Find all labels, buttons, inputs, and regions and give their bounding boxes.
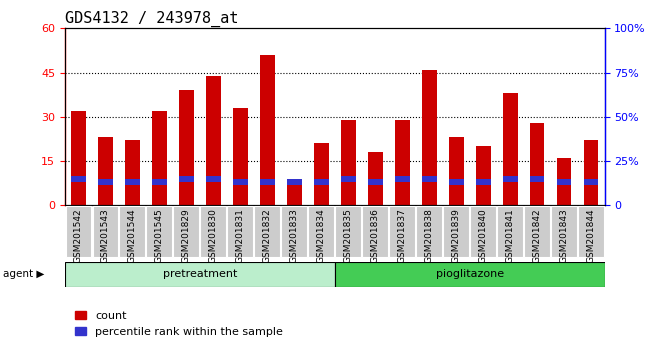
FancyBboxPatch shape xyxy=(551,206,577,257)
Bar xyxy=(98,137,113,205)
Bar xyxy=(287,179,302,185)
Bar xyxy=(206,75,221,205)
Text: GSM201543: GSM201543 xyxy=(101,208,110,263)
Text: GSM201840: GSM201840 xyxy=(478,208,488,263)
FancyBboxPatch shape xyxy=(254,206,280,257)
Text: GSM201834: GSM201834 xyxy=(317,208,326,263)
FancyBboxPatch shape xyxy=(120,206,146,257)
Text: GSM201844: GSM201844 xyxy=(586,208,595,263)
FancyBboxPatch shape xyxy=(362,206,388,257)
Bar xyxy=(152,111,167,205)
Text: GSM201542: GSM201542 xyxy=(74,208,83,263)
FancyBboxPatch shape xyxy=(497,206,523,257)
FancyBboxPatch shape xyxy=(470,206,496,257)
Text: agent ▶: agent ▶ xyxy=(3,269,45,279)
Text: GSM201831: GSM201831 xyxy=(236,208,245,263)
Bar xyxy=(152,179,167,185)
FancyBboxPatch shape xyxy=(227,206,254,257)
Text: GDS4132 / 243978_at: GDS4132 / 243978_at xyxy=(65,11,239,27)
Bar xyxy=(584,179,599,185)
Bar xyxy=(341,176,356,182)
FancyBboxPatch shape xyxy=(174,206,200,257)
Bar xyxy=(448,137,463,205)
Text: GSM201829: GSM201829 xyxy=(182,208,191,263)
Bar xyxy=(368,152,383,205)
Text: GSM201841: GSM201841 xyxy=(506,208,515,263)
Bar xyxy=(476,146,491,205)
Bar xyxy=(422,176,437,182)
Bar xyxy=(98,179,113,185)
Bar xyxy=(395,176,410,182)
Text: GSM201832: GSM201832 xyxy=(263,208,272,263)
FancyBboxPatch shape xyxy=(200,206,226,257)
FancyBboxPatch shape xyxy=(66,206,92,257)
Bar xyxy=(448,179,463,185)
Text: GSM201839: GSM201839 xyxy=(452,208,461,263)
Text: GSM201837: GSM201837 xyxy=(398,208,407,263)
Bar xyxy=(65,262,335,287)
Bar xyxy=(314,179,329,185)
Bar xyxy=(476,179,491,185)
Bar xyxy=(125,179,140,185)
Bar xyxy=(530,176,545,182)
Text: pretreatment: pretreatment xyxy=(162,269,237,279)
Bar xyxy=(179,90,194,205)
FancyBboxPatch shape xyxy=(524,206,550,257)
Bar xyxy=(233,179,248,185)
Bar xyxy=(179,176,194,182)
Bar xyxy=(206,176,221,182)
FancyBboxPatch shape xyxy=(281,206,307,257)
Text: GSM201835: GSM201835 xyxy=(344,208,353,263)
FancyBboxPatch shape xyxy=(578,206,604,257)
Bar xyxy=(260,55,275,205)
FancyBboxPatch shape xyxy=(389,206,415,257)
Bar xyxy=(287,182,302,205)
Bar xyxy=(556,179,571,185)
Bar xyxy=(335,262,604,287)
Bar xyxy=(584,141,599,205)
Bar xyxy=(341,120,356,205)
Bar xyxy=(422,70,437,205)
Bar xyxy=(260,179,275,185)
FancyBboxPatch shape xyxy=(416,206,442,257)
Bar xyxy=(368,179,383,185)
Text: GSM201843: GSM201843 xyxy=(560,208,569,263)
Bar xyxy=(530,123,545,205)
Text: GSM201836: GSM201836 xyxy=(370,208,380,263)
Text: GSM201545: GSM201545 xyxy=(155,208,164,263)
Bar xyxy=(314,143,329,205)
Bar xyxy=(233,108,248,205)
Text: pioglitazone: pioglitazone xyxy=(436,269,504,279)
Legend: count, percentile rank within the sample: count, percentile rank within the sample xyxy=(71,307,287,341)
Text: GSM201833: GSM201833 xyxy=(290,208,299,263)
FancyBboxPatch shape xyxy=(443,206,469,257)
Bar xyxy=(125,141,140,205)
Bar xyxy=(502,93,517,205)
FancyBboxPatch shape xyxy=(335,206,361,257)
FancyBboxPatch shape xyxy=(308,206,334,257)
Text: GSM201830: GSM201830 xyxy=(209,208,218,263)
Bar xyxy=(395,120,410,205)
Text: GSM201838: GSM201838 xyxy=(424,208,434,263)
Bar xyxy=(71,111,86,205)
Text: GSM201842: GSM201842 xyxy=(532,208,541,263)
Bar xyxy=(502,176,517,182)
Text: GSM201544: GSM201544 xyxy=(128,208,137,263)
Bar xyxy=(556,158,571,205)
FancyBboxPatch shape xyxy=(146,206,172,257)
FancyBboxPatch shape xyxy=(92,206,118,257)
Bar xyxy=(71,176,86,182)
